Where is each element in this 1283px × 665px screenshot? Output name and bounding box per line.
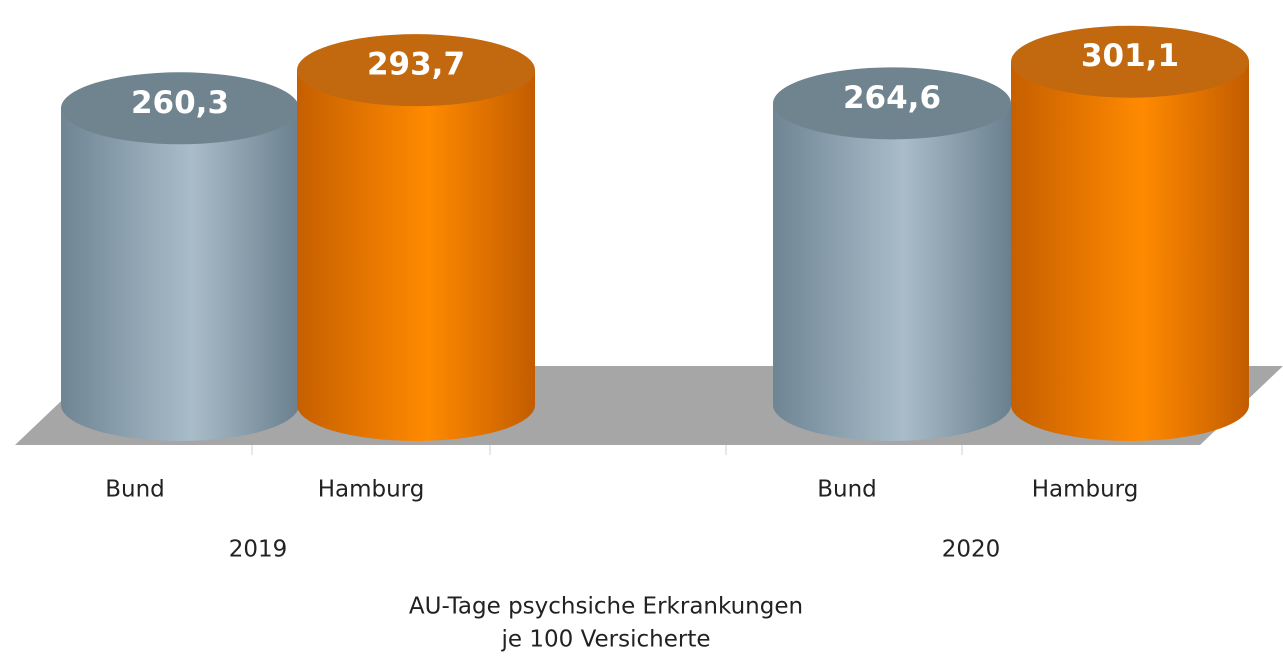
x-tick-label: Hamburg	[1032, 477, 1139, 503]
value-label: 260,3	[131, 85, 229, 121]
x-axis-title: je 100 Versicherte	[501, 627, 711, 653]
bar-top	[61, 72, 299, 145]
x-axis-title: AU-Tage psychsiche Erkrankungen	[409, 594, 803, 620]
x-tick-label: Hamburg	[318, 477, 425, 503]
bar-top	[297, 34, 535, 107]
bar	[773, 103, 1011, 441]
group-label: 2020	[942, 537, 1001, 563]
bar-top	[773, 67, 1011, 140]
value-label: 293,7	[367, 47, 465, 83]
value-label: 264,6	[843, 80, 941, 116]
bar	[297, 70, 535, 441]
floor-ticks	[251, 445, 963, 455]
bar	[1011, 61, 1249, 441]
x-tick-label: Bund	[817, 477, 877, 503]
bar	[61, 108, 299, 442]
bar-top	[1011, 25, 1249, 98]
x-tick-label: Bund	[105, 477, 165, 503]
group-label: 2019	[229, 537, 288, 563]
value-label: 301,1	[1081, 38, 1179, 74]
